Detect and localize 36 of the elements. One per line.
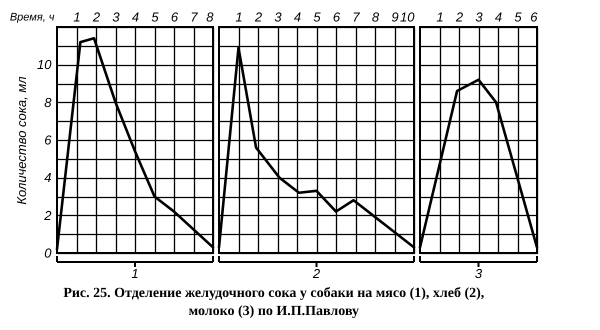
x-tick-label: 3: [475, 10, 484, 24]
x-tick-label: 5: [514, 10, 522, 24]
x-tick-label: 6: [170, 10, 179, 24]
x-tick-label: 7: [352, 10, 360, 24]
x-tick-label: 9: [391, 10, 399, 24]
x-tick-label: 5: [313, 10, 322, 24]
y-tick-label: 6: [44, 132, 52, 148]
x-tick-label: 2: [92, 10, 101, 24]
x-tick-label: 8: [372, 10, 380, 24]
text: 1: [131, 266, 139, 281]
x-tick-label: 8: [206, 10, 214, 24]
x-tick-label: 6: [530, 10, 538, 24]
x-axis-title: Время, ч: [10, 12, 55, 24]
y-tick-label: 8: [44, 94, 52, 110]
x-tick-label: 4: [132, 10, 140, 24]
text: Рис. 25. Отделение желудочного сока у собаки на мясо (1), хлеб (2), молоко (3) по И.П.Павлову: [63, 286, 484, 319]
x-tick-label: 10: [400, 10, 416, 24]
text: 2: [312, 266, 321, 281]
x-tick-label: 2: [454, 10, 464, 24]
x-tick-label: 7: [190, 10, 198, 24]
y-tick-label: 10: [37, 57, 52, 72]
x-tick-label: 2: [254, 10, 263, 24]
x-tick-label: 6: [332, 10, 341, 24]
x-tick-label: 1: [235, 10, 243, 24]
x-tick-label: 5: [151, 10, 160, 24]
x-tick-label: 3: [274, 10, 282, 24]
y-tick-label: 2: [43, 208, 52, 223]
x-tick-label: 3: [112, 10, 120, 24]
x-tick-label: 1: [73, 10, 81, 24]
x-tick-label: 4: [494, 10, 502, 24]
y-axis-title: Количество сока, мл: [14, 76, 30, 205]
x-tick-label: 4: [294, 10, 302, 24]
y-tick-label: 0: [44, 246, 52, 260]
y-tick-label: 4: [44, 170, 52, 186]
x-tick-label: 1: [436, 10, 444, 24]
text: 3: [474, 266, 483, 281]
